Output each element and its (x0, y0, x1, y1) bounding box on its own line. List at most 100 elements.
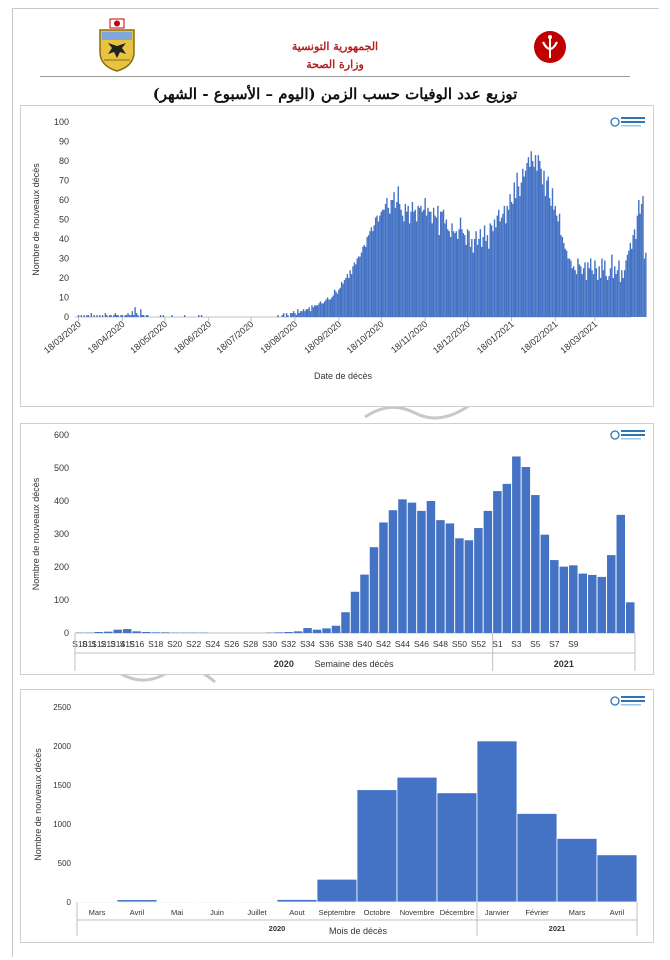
x-tick-label: S48 (433, 639, 448, 649)
daily-bar (106, 315, 108, 317)
daily-bar (80, 315, 83, 317)
weekly-bar (493, 491, 502, 633)
daily-bar (574, 270, 576, 317)
weekly-bar (502, 483, 512, 633)
daily-bar (471, 239, 473, 317)
weekly-bar (341, 612, 350, 633)
daily-bar (447, 229, 449, 317)
y-tick-label: 400 (54, 496, 69, 506)
daily-bar (621, 270, 623, 317)
daily-bar (410, 211, 412, 317)
daily-bar (316, 305, 319, 317)
daily-bar (601, 258, 603, 317)
daily-bar (127, 313, 129, 317)
daily-bar (366, 237, 368, 317)
daily-bar (305, 309, 308, 317)
daily-bar (369, 231, 371, 317)
y-tick-label: 1000 (53, 820, 71, 829)
weekly-bar (360, 574, 369, 633)
daily-bar (496, 215, 499, 317)
daily-bar (623, 270, 626, 317)
daily-bar (493, 219, 496, 317)
daily-bar (379, 215, 381, 317)
x-tick-label: S44 (395, 639, 410, 649)
weekly-bar (559, 566, 569, 633)
daily-bar (318, 303, 320, 317)
daily-bar (547, 176, 549, 317)
x-tick-label: S7 (549, 639, 560, 649)
y-tick-label: 500 (54, 463, 69, 473)
daily-bar (355, 264, 357, 317)
daily-bar (639, 213, 641, 317)
daily-bar (387, 207, 390, 317)
daily-bar (121, 315, 124, 317)
y-axis-label: Nombre de nouveaux décès (31, 163, 41, 276)
daily-bar (365, 246, 367, 317)
weekly-bar (141, 632, 151, 633)
daily-bar (200, 315, 203, 317)
daily-bar (584, 262, 586, 317)
daily-bar (611, 254, 613, 317)
daily-bar (553, 209, 555, 317)
daily-bar (90, 313, 92, 317)
page-title: توزيع عدد الوفيات حسب الزمن (اليوم – الأ… (152, 85, 518, 103)
weekly-bar (531, 495, 540, 633)
daily-bar (561, 237, 564, 317)
daily-bar (343, 279, 346, 317)
weekly-bar (160, 632, 170, 633)
daily-bar (622, 278, 624, 317)
daily-bar (602, 270, 605, 317)
daily-bar (417, 205, 419, 317)
daily-bar (544, 196, 547, 317)
x-tick-label: 18/07/2020 (214, 319, 255, 356)
daily-bar (391, 200, 394, 317)
daily-bar (114, 313, 117, 317)
daily-bar (396, 201, 398, 317)
weekly-bar (407, 502, 417, 633)
daily-bar (438, 235, 441, 317)
x-tick-label: S26 (224, 639, 239, 649)
x-tick-label: S16 (129, 639, 144, 649)
daily-bar (277, 315, 279, 317)
daily-bar (301, 311, 303, 317)
y-tick-label: 600 (54, 430, 69, 440)
weekly-bar (550, 560, 559, 633)
daily-bar (441, 211, 443, 317)
daily-bar (309, 311, 312, 317)
daily-bar (464, 235, 466, 317)
daily-bar (414, 209, 416, 317)
daily-bar (415, 221, 418, 317)
daily-bar (451, 223, 453, 317)
x-tick-label: S14 (110, 639, 125, 649)
weekly-bar (151, 632, 160, 633)
x-tick-label: 18/08/2020 (258, 319, 299, 356)
daily-bar (608, 276, 610, 317)
x-tick-label: S3 (511, 639, 522, 649)
daily-bar (548, 198, 551, 317)
daily-bar (587, 262, 589, 317)
y-axis-label: Nombre de nouveaux décès (33, 748, 43, 861)
daily-bar (434, 215, 436, 317)
daily-bar (570, 260, 572, 317)
x-tick-label: S10 (72, 639, 87, 649)
y-tick-label: 0 (64, 312, 69, 322)
daily-bar (331, 297, 333, 317)
daily-bar (578, 264, 581, 317)
daily-bar (140, 309, 142, 317)
daily-bar (536, 170, 538, 317)
daily-bar (482, 237, 484, 317)
daily-bar (531, 161, 534, 317)
weekly-bar (464, 540, 474, 633)
daily-bar (519, 196, 521, 317)
x-tick-label: 18/05/2020 (128, 319, 169, 356)
monthly-bar (436, 792, 478, 903)
page-frame (12, 8, 659, 957)
daily-bar (509, 194, 511, 317)
daily-bar (539, 161, 541, 317)
weekly-bar (597, 576, 607, 633)
daily-bar (384, 203, 387, 317)
daily-bar (323, 301, 326, 317)
x-tick-label: S28 (243, 639, 258, 649)
daily-bar (367, 235, 370, 317)
stamp-watermark (364, 403, 471, 420)
